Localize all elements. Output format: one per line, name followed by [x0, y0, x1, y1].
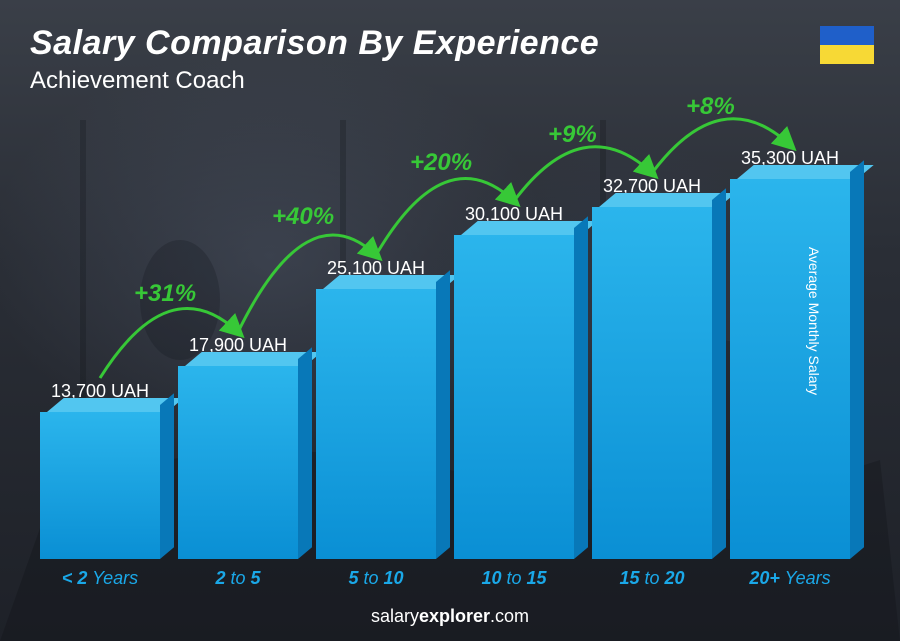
bar: [316, 289, 436, 559]
bars-container: 13,700 UAH< 2 Years17,900 UAH2 to 525,10…: [30, 99, 860, 559]
bar-slot: 30,100 UAH10 to 15: [454, 204, 574, 559]
bar-slot: 13,700 UAH< 2 Years: [40, 381, 160, 559]
bar: [178, 366, 298, 559]
bar: [454, 235, 574, 559]
footer-suffix: .com: [490, 606, 529, 626]
bar-category-label: 5 to 10: [348, 568, 403, 589]
bar-chart: 13,700 UAH< 2 Years17,900 UAH2 to 525,10…: [30, 100, 860, 589]
chart-title: Salary Comparison By Experience: [30, 24, 599, 63]
bar: [730, 179, 850, 559]
bar: [592, 207, 712, 559]
bar: [40, 412, 160, 559]
flag-bottom-stripe: [820, 45, 874, 64]
y-axis-label: Average Monthly Salary: [806, 246, 822, 394]
bar-category-label: 15 to 20: [619, 568, 684, 589]
bar-category-label: < 2 Years: [62, 568, 138, 589]
bar-category-label: 20+ Years: [749, 568, 830, 589]
footer-prefix: salary: [371, 606, 419, 626]
chart-subtitle: Achievement Coach: [30, 67, 599, 95]
flag-top-stripe: [820, 26, 874, 45]
bar-slot: 17,900 UAH2 to 5: [178, 335, 298, 559]
bar-slot: 25,100 UAH5 to 10: [316, 258, 436, 559]
footer-bold: explorer: [419, 606, 490, 626]
header: Salary Comparison By Experience Achievem…: [30, 24, 599, 95]
flag-ukraine: [820, 26, 874, 64]
bar-category-label: 10 to 15: [481, 568, 546, 589]
bar-slot: 32,700 UAH15 to 20: [592, 176, 712, 559]
bar-category-label: 2 to 5: [215, 568, 260, 589]
bar-slot: 35,300 UAH20+ Years: [730, 148, 850, 559]
footer-watermark: salaryexplorer.com: [0, 606, 900, 627]
